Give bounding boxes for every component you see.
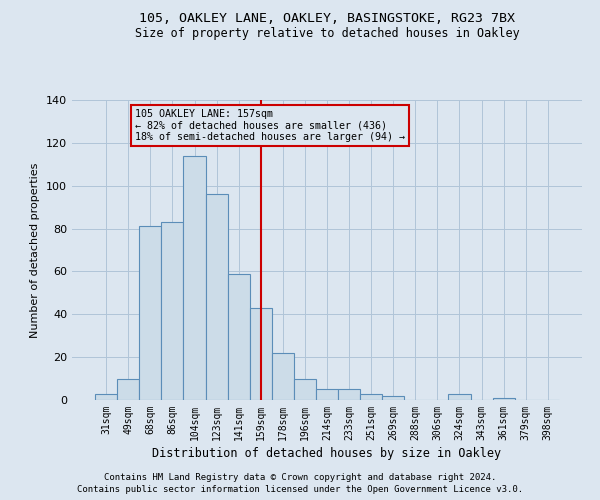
Bar (272, 353, 294, 400)
Bar (493, 398, 515, 400)
Y-axis label: Number of detached properties: Number of detached properties (31, 162, 40, 338)
Bar (161, 222, 184, 400)
Bar (382, 396, 404, 400)
Bar (448, 394, 470, 400)
Bar (250, 308, 272, 400)
Text: 105 OAKLEY LANE: 157sqm
← 82% of detached houses are smaller (436)
18% of semi-d: 105 OAKLEY LANE: 157sqm ← 82% of detache… (135, 108, 405, 142)
Bar (95, 394, 117, 400)
Text: Distribution of detached houses by size in Oakley: Distribution of detached houses by size … (152, 448, 502, 460)
Text: Contains public sector information licensed under the Open Government Licence v3: Contains public sector information licen… (77, 485, 523, 494)
Text: Size of property relative to detached houses in Oakley: Size of property relative to detached ho… (134, 28, 520, 40)
Bar (227, 274, 250, 400)
Bar (139, 226, 161, 400)
Bar (117, 378, 139, 400)
Bar (184, 156, 206, 400)
Bar (360, 394, 382, 400)
Text: 105, OAKLEY LANE, OAKLEY, BASINGSTOKE, RG23 7BX: 105, OAKLEY LANE, OAKLEY, BASINGSTOKE, R… (139, 12, 515, 26)
Bar (294, 378, 316, 400)
Bar (316, 390, 338, 400)
Bar (338, 390, 360, 400)
Text: Contains HM Land Registry data © Crown copyright and database right 2024.: Contains HM Land Registry data © Crown c… (104, 472, 496, 482)
Bar (206, 194, 227, 400)
